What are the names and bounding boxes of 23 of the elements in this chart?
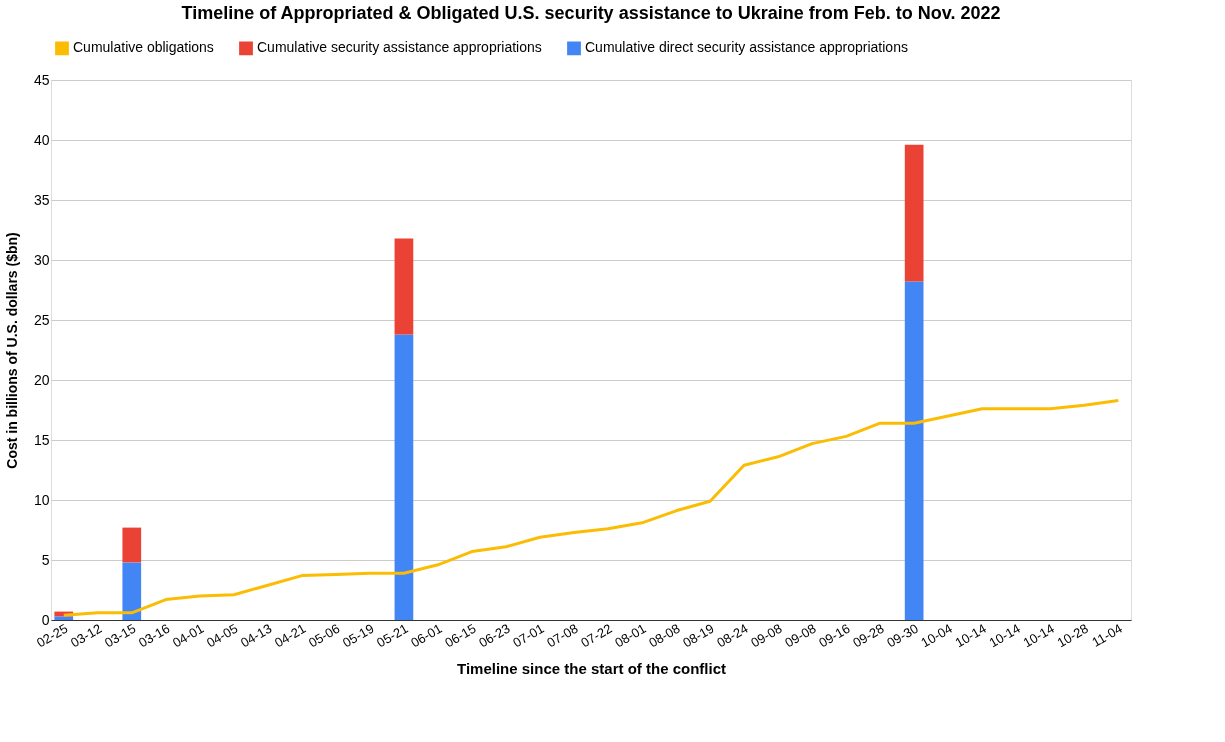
y-tick-label: 30 <box>33 251 50 268</box>
x-axis-title: Timeline since the start of the conflict <box>457 660 726 678</box>
legend-label: Cumulative security assistance appropriations <box>257 39 542 56</box>
y-tick-label: 10 <box>33 491 50 508</box>
x-tick-label: 04-21 <box>272 620 309 651</box>
chart-title: Timeline of Appropriated & Obligated U.S. security assistance to Ukraine from Feb. to Nov. 2022 <box>181 3 1001 23</box>
line-series <box>62 398 1120 617</box>
y-tick-label: 45 <box>33 71 50 88</box>
y-tick-label: 15 <box>33 431 50 448</box>
y-tick-label: 0 <box>41 611 50 628</box>
y-tick-label: 20 <box>33 371 50 388</box>
legend-label: Cumulative obligations <box>73 39 214 56</box>
x-tick-label: 05-21 <box>374 620 411 651</box>
x-tick-label: 04-01 <box>170 620 207 651</box>
legend-label: Cumulative direct security assistance appropriations <box>585 39 908 56</box>
y-tick-label: 40 <box>33 131 50 148</box>
y-axis-title: Cost in billions of U.S. dollars ($bn) <box>3 232 20 469</box>
y-tick-label: 5 <box>41 551 50 568</box>
y-tick-label: 35 <box>33 191 50 208</box>
y-tick-label: 25 <box>33 311 50 328</box>
x-tick-label: 06-01 <box>408 620 445 651</box>
x-tick-label: 07-01 <box>510 620 547 651</box>
x-tick-label: 08-01 <box>612 620 649 651</box>
